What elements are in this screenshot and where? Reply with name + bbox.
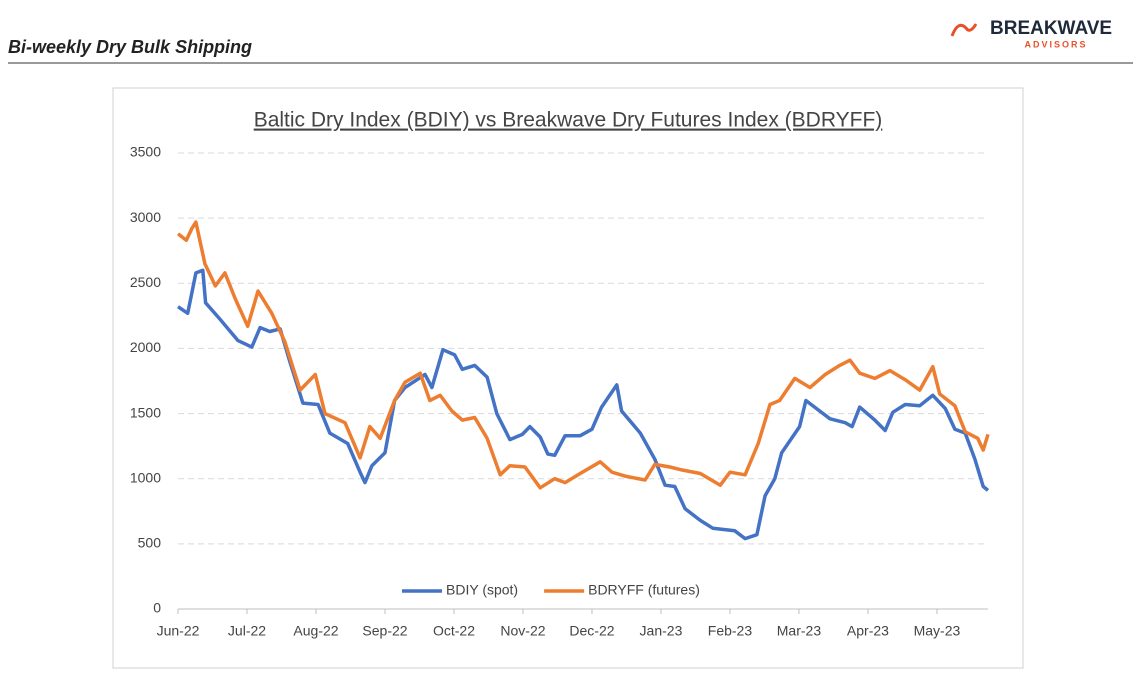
y-tick-label: 1000: [130, 469, 161, 485]
legend-label: BDRYFF (futures): [588, 582, 700, 598]
y-tick-label: 3000: [130, 209, 161, 225]
y-tick-label: 2500: [130, 274, 161, 290]
x-tick-label: Nov-22: [500, 623, 545, 639]
y-tick-label: 0: [153, 600, 161, 616]
x-tick-label: Oct-22: [433, 623, 475, 639]
series-line: [177, 268, 990, 541]
y-tick-label: 3500: [130, 144, 161, 160]
x-tick-label: Apr-23: [847, 623, 889, 639]
y-tick-label: 500: [138, 535, 162, 551]
chart-title: Baltic Dry Index (BDIY) vs Breakwave Dry…: [254, 109, 883, 132]
y-tick-label: 1500: [130, 404, 161, 420]
legend-label: BDIY (spot): [446, 582, 518, 598]
x-tick-label: May-23: [914, 623, 961, 639]
logo-icon: [950, 23, 978, 37]
x-tick-label: Jun-22: [157, 623, 200, 639]
chart-frame: [112, 87, 1024, 669]
x-tick-label: Feb-23: [708, 623, 753, 639]
series-line: [176, 220, 990, 490]
x-tick-label: Mar-23: [777, 623, 822, 639]
x-tick-label: Jan-23: [640, 623, 683, 639]
logo-subtext: ADVISORS: [1024, 39, 1087, 49]
x-tick-label: Sep-22: [362, 623, 407, 639]
report-title: Bi-weekly Dry Bulk Shipping: [8, 37, 252, 57]
x-tick-label: Aug-22: [293, 623, 338, 639]
logo-text: BREAKWAVE: [990, 18, 1112, 39]
x-tick-label: Dec-22: [569, 623, 614, 639]
x-tick-label: Jul-22: [228, 623, 266, 639]
y-tick-label: 2000: [130, 339, 161, 355]
